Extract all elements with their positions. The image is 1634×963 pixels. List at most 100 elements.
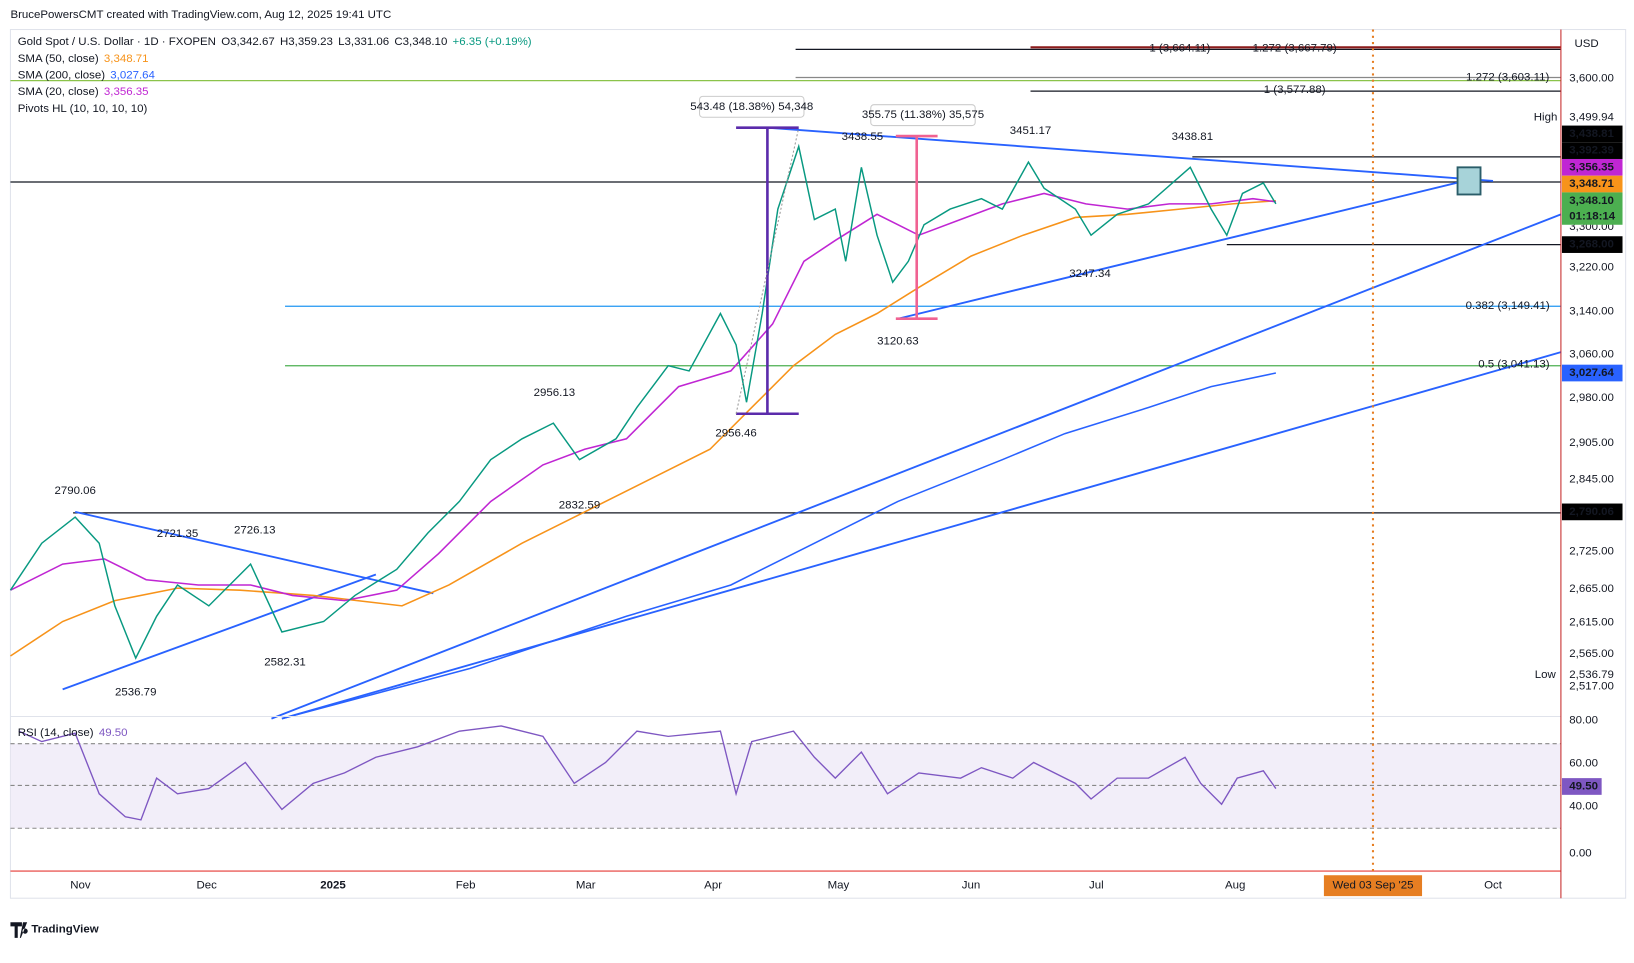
price-badge-label: 01:18:14 [1569,210,1616,222]
trendlines [62,126,1562,720]
legend-high: H3,359.23 [280,36,333,48]
trendline [767,126,1494,182]
logo-mark [10,922,28,938]
price-line [9,143,1277,660]
sma-50 [10,199,1276,657]
trendline [281,351,1562,720]
y-tick-label: 2,845.00 [1569,474,1614,486]
high-label: High [1534,111,1558,123]
y-tick-label: 2,905.00 [1569,437,1614,449]
pivot-label: 3120.63 [877,336,918,348]
x-tick-label: Nov [70,880,91,892]
logo [10,922,28,938]
legend-low: L3,331.06 [338,36,389,48]
rsi-legend: RSI (14, close) 49.50 [18,727,128,739]
fib-label: 1.272 (3,603.11) [1466,72,1549,84]
fib-label: 1.272 (3,667.79) [1253,42,1337,54]
currency: USD [1574,38,1598,50]
pivot-label: 3438.81 [1172,131,1213,143]
indicator-name: SMA (200, close) [18,69,106,81]
indicator: SMA (20, close) 3,356.35 [18,86,149,98]
x-tick-label: Apr [704,880,722,892]
cursor-badge [1323,875,1423,897]
price-badge-label: 3,348.71 [1569,178,1614,190]
high-value: 3,499.94 [1569,111,1614,123]
pivot-label: 2956.13 [534,387,575,399]
indicator: SMA (200, close) 3,027.64 [18,69,156,81]
trendline [62,573,377,691]
x-tick-label: Dec [197,880,218,892]
fib-path [735,127,800,414]
indicator-value: 3,027.64 [110,69,155,81]
price-badge [1561,175,1623,193]
price-badge-label: 3,356.35 [1569,161,1614,173]
rsi-line [18,725,1277,821]
legend-symbol: Gold Spot / U.S. Dollar · 1D · FXOPEN [18,36,216,48]
y-tick-label: 2,565.00 [1569,648,1614,660]
rsi-badge [1561,778,1602,795]
y-tick-label: 2,615.00 [1569,617,1614,629]
fib-label: 0.5 (3,041.13) [1478,359,1550,371]
pivot-label: 3438.55 [842,131,883,143]
indicator-name: SMA (20, close) [18,86,99,98]
indicator: SMA (50, close) 3,348.71 [18,53,149,65]
x-tick-label: Mar [576,880,596,892]
measure-label: 543.48 (18.38%) 54,348 [690,101,813,113]
rsi-tick-label: 40.00 [1569,800,1598,812]
pivot-label: 3247.34 [1069,268,1111,280]
price-badge [1561,158,1623,176]
cursor-label: Wed 03 Sep '25 [1332,880,1413,892]
sma-20 [10,192,1276,602]
y-tick-label: 3,140.00 [1569,305,1614,317]
price-badge-label: 3,268.00 [1569,239,1614,251]
pivot-label: 2790.06 [54,485,95,497]
x-tick-label: May [828,880,850,892]
brand: TradingView [31,924,98,936]
x-tick-label: Jul [1089,880,1104,892]
y-tick-label: 2,517.00 [1569,680,1614,692]
price-badge [1561,192,1623,210]
fib-label: 1 (3,664.11) [1149,42,1210,54]
legend-close: C3,348.10 [394,36,447,48]
pivot-label: 2536.79 [115,687,156,699]
pivot-label: 2582.31 [264,656,305,668]
price-badge [1561,364,1623,382]
pivot-label: 2832.59 [559,500,600,512]
rsi-badge-label: 49.50 [1569,781,1598,793]
sma-200 [281,372,1277,720]
x-tick-label: Aug [1225,880,1245,892]
trendline [271,213,1562,720]
indicator-name: Pivots HL (10, 10, 10, 10) [18,103,148,115]
price-badge-label: 3,348.10 [1569,195,1614,207]
fib-label: 0.382 (3,149.41) [1466,300,1550,312]
low-value: 2,536.79 [1569,669,1614,681]
x-tick-label: Feb [456,880,476,892]
indicator-value: 3,356.35 [104,86,149,98]
levels [10,46,1561,514]
legend-open: O3,342.67 [221,36,275,48]
pivot-label: 2721.35 [157,528,198,540]
rsi-tick-label: 0.00 [1569,847,1591,859]
y-tick-label: 2,980.00 [1569,392,1614,404]
pivot-label: 3451.17 [1010,125,1051,137]
price-badge [1561,125,1623,143]
x-tick-label: Jun [962,880,981,892]
trendline [74,510,434,595]
pivot-label: 2956.46 [715,428,756,440]
x-tick-label: 2025 [320,880,346,892]
y-tick-label: 3,220.00 [1569,262,1614,274]
measure-label: 355.75 (11.38%) 35,575 [862,109,984,121]
y-tick-label: 2,725.00 [1569,546,1614,558]
indicator: Pivots HL (10, 10, 10, 10) [18,103,148,115]
price-badge [1561,208,1623,225]
measure-box [870,104,976,127]
fib-label: 1 (3,577.88) [1264,84,1326,96]
price-badge [1561,236,1623,253]
rsi-title: RSI (14, close) [18,727,94,739]
price-badge-label: 2,790.06 [1569,506,1614,518]
price-badge-label: 3,027.64 [1569,367,1614,379]
price-badge [1561,503,1623,521]
x-tick-label: Oct [1484,880,1503,892]
